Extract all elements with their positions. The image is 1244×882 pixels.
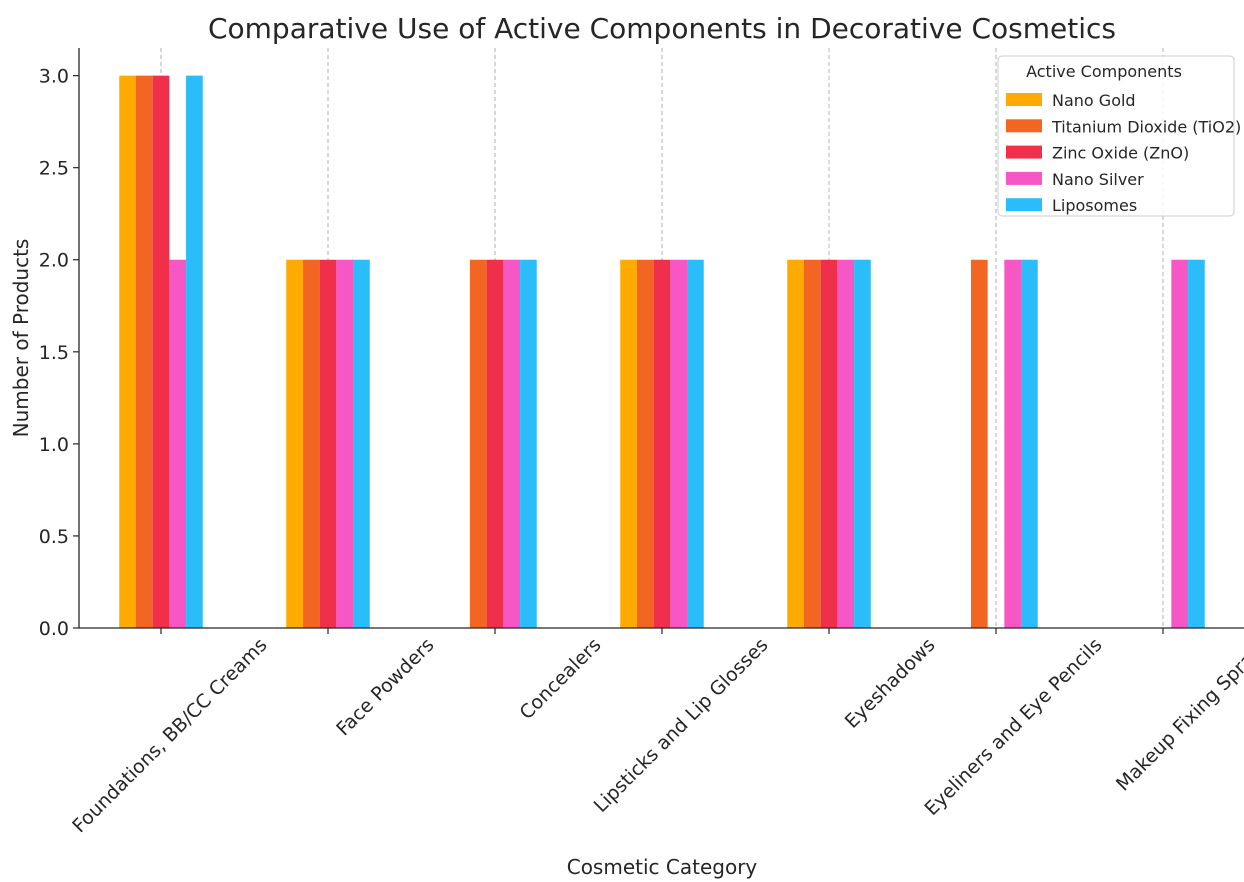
x-tick-label: Eyeliners and Eye Pencils bbox=[920, 634, 1106, 820]
legend-box bbox=[997, 55, 1235, 217]
bar bbox=[302, 259, 320, 628]
legend-swatch bbox=[1006, 119, 1042, 133]
bars bbox=[119, 75, 1205, 629]
chart-title: Comparative Use of Active Components in … bbox=[208, 12, 1116, 45]
bar bbox=[787, 259, 804, 628]
bar bbox=[520, 259, 537, 628]
bar bbox=[820, 259, 838, 628]
x-tick-label: Foundations, BB/CC Creams bbox=[68, 634, 271, 837]
bar bbox=[503, 259, 521, 628]
x-tick-label: Lipsticks and Lip Glosses bbox=[590, 634, 773, 817]
bar bbox=[837, 259, 855, 628]
bar bbox=[186, 75, 203, 629]
bar bbox=[670, 259, 688, 628]
legend-entry: Nano Gold bbox=[1052, 91, 1136, 110]
bar bbox=[803, 259, 821, 628]
legend-entry: Nano Silver bbox=[1052, 170, 1144, 189]
y-tick-label: 3.0 bbox=[39, 66, 69, 88]
legend: Active Components Nano Gold Titanium Dioxi… bbox=[997, 55, 1241, 217]
bar bbox=[286, 259, 303, 628]
bar bbox=[353, 259, 370, 628]
bar bbox=[319, 259, 337, 628]
y-tick-label: 1.5 bbox=[39, 342, 69, 364]
x-tick-label: Eyeshadows bbox=[841, 634, 940, 733]
legend-entry: Titanium Dioxide (TiO2) bbox=[1051, 117, 1241, 136]
bar bbox=[169, 259, 187, 628]
bar bbox=[636, 259, 654, 628]
bar bbox=[854, 259, 871, 628]
legend-swatch bbox=[1006, 198, 1042, 212]
bar bbox=[119, 75, 136, 629]
y-tick-label: 2.5 bbox=[39, 158, 69, 180]
bar bbox=[336, 259, 354, 628]
y-axis-ticks: 0.0 0.5 1.0 1.5 2.0 2.5 3.0 bbox=[39, 66, 79, 640]
bar bbox=[1004, 259, 1022, 628]
bar bbox=[469, 259, 487, 628]
bar bbox=[1188, 259, 1205, 628]
x-tick-label: Face Powders bbox=[332, 634, 438, 740]
legend-swatch bbox=[1006, 171, 1042, 185]
legend-title: Active Components bbox=[1026, 62, 1182, 81]
legend-swatch bbox=[1006, 93, 1042, 106]
x-tick-label: Makeup Fixing Sprays bbox=[1112, 634, 1244, 796]
y-tick-label: 1.0 bbox=[39, 434, 69, 456]
x-axis-label: Cosmetic Category bbox=[567, 855, 758, 879]
bar bbox=[1171, 259, 1189, 628]
x-tick-label: Concealers bbox=[515, 634, 605, 724]
y-axis-label: Number of Products bbox=[9, 239, 33, 438]
bar bbox=[687, 259, 704, 628]
bar bbox=[620, 259, 637, 628]
bar bbox=[970, 259, 988, 628]
bar bbox=[1021, 259, 1038, 628]
y-tick-label: 0.5 bbox=[39, 526, 69, 548]
y-tick-label: 0.0 bbox=[39, 618, 69, 640]
x-axis-ticks: Foundations, BB/CC Creams Face Powders Con… bbox=[68, 628, 1244, 837]
bar bbox=[486, 259, 504, 628]
legend-entry: Liposomes bbox=[1052, 196, 1137, 215]
y-tick-label: 2.0 bbox=[39, 250, 69, 272]
bar bbox=[152, 75, 170, 629]
bar bbox=[653, 259, 671, 628]
bar bbox=[135, 75, 153, 629]
legend-entry: Zinc Oxide (ZnO) bbox=[1052, 144, 1189, 163]
legend-swatch bbox=[1006, 145, 1042, 159]
